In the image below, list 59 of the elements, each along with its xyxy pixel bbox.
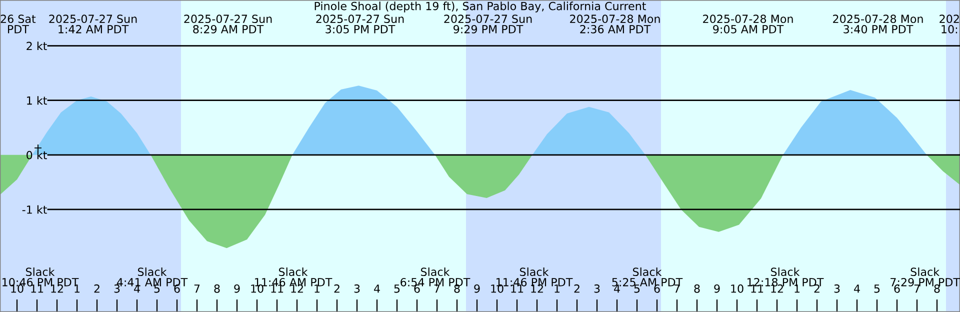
x-tick-label: 5 [394, 284, 400, 293]
x-tick-label: 6 [894, 284, 900, 293]
x-tick-label: 3 [114, 284, 120, 293]
x-tick-label: 3 [594, 284, 600, 293]
x-tick-label: 9 [474, 284, 480, 293]
annotation: 202 10: [940, 14, 959, 34]
x-tick-label: 11 [511, 284, 524, 293]
annotation: 2025-07-27 Sun 9:29 PM PDT [444, 14, 532, 34]
x-tick-label: 4 [854, 284, 860, 293]
annotation: 26 Sat PDT [0, 14, 36, 34]
annotation: 2025-07-27 Sun 3:05 PM PDT [316, 14, 404, 34]
x-tick-label: 3 [354, 284, 360, 293]
x-tick-label: 4 [614, 284, 620, 293]
x-tick-label: 6 [654, 284, 660, 293]
annotation: 2025-07-28 Mon 3:40 PM PDT [833, 14, 923, 34]
x-tick-label: 7 [914, 284, 920, 293]
x-tick-label: 12 [771, 284, 783, 293]
x-tick-label: 11 [751, 284, 764, 293]
annotation: Slack 4:41 AM PDT [116, 267, 188, 286]
y-tick-label: -1 kt [22, 205, 47, 214]
x-tick-label: 10 [251, 284, 264, 293]
x-tick-label: 7 [194, 284, 200, 293]
x-tick-label: 5 [874, 284, 880, 293]
x-tick-label: 2 [334, 284, 340, 293]
chart-title: Pinole Shoal (depth 19 ft), San Pablo Bay, California Current [314, 2, 646, 12]
annotation: Slack 6:54 PM PDT [400, 267, 470, 286]
x-tick-label: 1 [554, 284, 560, 293]
annotation: 2025-07-28 Mon 9:05 AM PDT [703, 14, 793, 34]
x-tick-label: 3 [834, 284, 840, 293]
annotation: Slack 11:46 AM PDT [255, 267, 332, 286]
x-tick-label: 8 [934, 284, 940, 293]
x-tick-label: 4 [374, 284, 380, 293]
annotation: 2025-07-27 Sun 1:42 AM PDT [49, 14, 137, 34]
x-tick-label: 1 [74, 284, 80, 293]
y-tick-label: 1 kt [27, 96, 47, 105]
y-tick-label: 2 kt [26, 42, 47, 50]
x-tick-label: 9 [714, 284, 720, 293]
x-tick-label: 8 [694, 284, 700, 293]
x-tick-label: 10 [731, 284, 744, 293]
y-tick-label: 0 kt [26, 150, 47, 160]
annotation: 2025-07-28 Mon 2:36 AM PDT [570, 14, 660, 34]
x-tick-label: 2 [814, 284, 820, 293]
annotation: + [34, 144, 42, 152]
x-tick-label: 12 [291, 284, 303, 293]
x-tick-label: 5 [154, 284, 160, 293]
x-tick-label: 6 [414, 284, 420, 293]
x-tick-label: 1 [314, 284, 320, 293]
annotation: 2025-07-27 Sun 8:29 AM PDT [184, 14, 272, 34]
x-tick-label: 2 [574, 284, 580, 293]
x-tick-label: 2 [94, 284, 100, 293]
x-tick-label: 9 [234, 284, 240, 293]
x-tick-label: 10 [491, 284, 504, 293]
x-tick-label: 8 [214, 284, 220, 293]
x-tick-label: 7 [434, 284, 440, 293]
x-tick-label: 11 [271, 284, 284, 293]
x-tick-label: 10 [11, 284, 24, 293]
x-tick-label: 5 [634, 284, 640, 293]
annotation: Slack 11:46 PM PDT [496, 267, 573, 286]
x-tick-label: 12 [531, 284, 543, 293]
